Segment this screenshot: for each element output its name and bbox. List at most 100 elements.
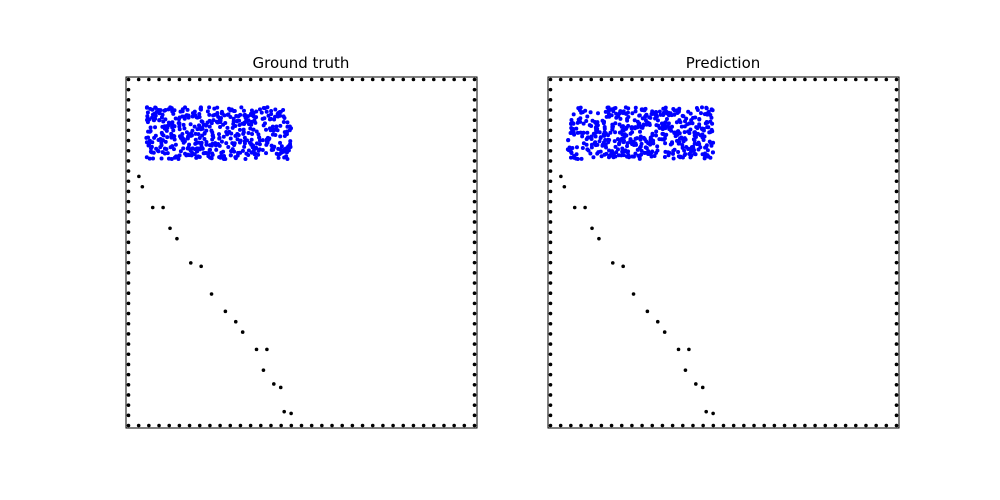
border-particle: [126, 240, 131, 245]
border-particle: [691, 77, 695, 82]
border-particle: [126, 199, 131, 204]
fluid-particle: [193, 137, 198, 142]
border-particle: [894, 332, 899, 336]
fluid-particle: [205, 109, 210, 114]
border-particle: [472, 423, 477, 428]
fluid-particle: [193, 147, 197, 152]
border-particle: [126, 311, 131, 316]
border-particle: [269, 423, 273, 428]
fluid-particle: [156, 138, 161, 143]
fluid-particle: [201, 122, 206, 127]
fluid-particle: [201, 151, 206, 156]
border-particle: [411, 423, 416, 428]
fluid-particle: [567, 145, 572, 150]
fluid-particle: [168, 145, 173, 150]
fluid-particle: [260, 138, 265, 143]
fluid-particle: [655, 148, 660, 153]
fluid-particle: [701, 137, 706, 142]
border-particle: [472, 291, 477, 296]
border-particle: [472, 189, 477, 194]
fluid-particle: [250, 132, 255, 136]
fluid-particle: [195, 146, 200, 151]
fluid-particle: [611, 151, 616, 156]
fluid-particle: [671, 151, 676, 156]
fluid-particle: [207, 148, 212, 153]
fluid-particle: [604, 151, 609, 156]
fluid-particle: [242, 139, 247, 144]
fluid-particle: [210, 133, 215, 138]
border-particle: [680, 423, 685, 428]
border-particle: [136, 423, 141, 428]
fluid-particle: [238, 112, 243, 117]
fluid-particle: [228, 153, 233, 158]
fluid-particle: [281, 114, 286, 119]
border-particle: [472, 352, 477, 357]
border-particle: [660, 423, 665, 428]
border-particle: [894, 240, 899, 245]
border-particle: [752, 423, 756, 428]
fluid-particle: [664, 117, 669, 122]
border-particle: [472, 138, 477, 143]
border-particle: [126, 179, 131, 184]
fluid-particle: [638, 137, 643, 142]
border-particle: [126, 169, 131, 173]
fluid-particle: [598, 135, 603, 140]
fluid-particle: [637, 113, 642, 118]
fluid-particle: [571, 112, 576, 117]
fluid-particle: [165, 125, 170, 130]
border-particle: [391, 423, 395, 428]
fluid-particle: [654, 133, 659, 138]
border-particle: [238, 423, 243, 428]
border-particle: [472, 159, 477, 163]
border-particle: [762, 423, 767, 428]
border-particle: [579, 77, 583, 82]
border-particle: [619, 77, 624, 82]
fluid-particle: [606, 108, 611, 113]
border-particle: [813, 77, 817, 82]
fluid-particle: [702, 112, 707, 117]
border-particle: [126, 220, 131, 224]
border-particle: [670, 423, 675, 428]
border-particle: [126, 352, 131, 357]
wall-particle: [199, 264, 203, 269]
fluid-particle: [253, 155, 258, 160]
border-particle: [126, 98, 131, 102]
border-particle: [442, 77, 446, 82]
fluid-particle: [144, 155, 149, 160]
fluid-particle: [625, 144, 630, 149]
border-particle: [299, 77, 304, 82]
fluid-particle: [615, 137, 620, 142]
border-particle: [864, 423, 868, 428]
fluid-particle: [152, 112, 157, 117]
fluid-particle: [672, 147, 677, 152]
border-particle: [569, 423, 573, 428]
border-particle: [772, 423, 777, 428]
border-particle: [894, 169, 899, 173]
fluid-particle: [638, 134, 643, 139]
border-particle: [126, 332, 131, 336]
fluid-particle: [688, 127, 693, 132]
wall-particle: [175, 236, 179, 241]
fluid-particle: [218, 124, 223, 129]
fluid-particle: [589, 145, 594, 150]
fluid-particle: [671, 156, 676, 161]
border-particle: [472, 199, 477, 204]
fluid-particle: [193, 131, 198, 136]
border-particle: [548, 403, 553, 407]
border-particle: [218, 77, 222, 82]
border-particle: [126, 77, 131, 82]
fluid-particle: [160, 112, 165, 117]
border-particle: [731, 77, 736, 82]
fluid-particle: [159, 130, 164, 135]
border-particle: [792, 77, 797, 82]
fluid-particle: [265, 136, 270, 141]
fluid-particle: [239, 105, 244, 110]
fluid-particle: [699, 126, 704, 131]
fluid-particle: [682, 148, 687, 153]
border-particle: [248, 423, 253, 428]
border-particle: [126, 189, 131, 194]
fluid-particle: [601, 121, 606, 126]
fluid-particle: [600, 143, 605, 148]
border-particle: [472, 87, 477, 92]
fluid-particle: [625, 154, 629, 159]
